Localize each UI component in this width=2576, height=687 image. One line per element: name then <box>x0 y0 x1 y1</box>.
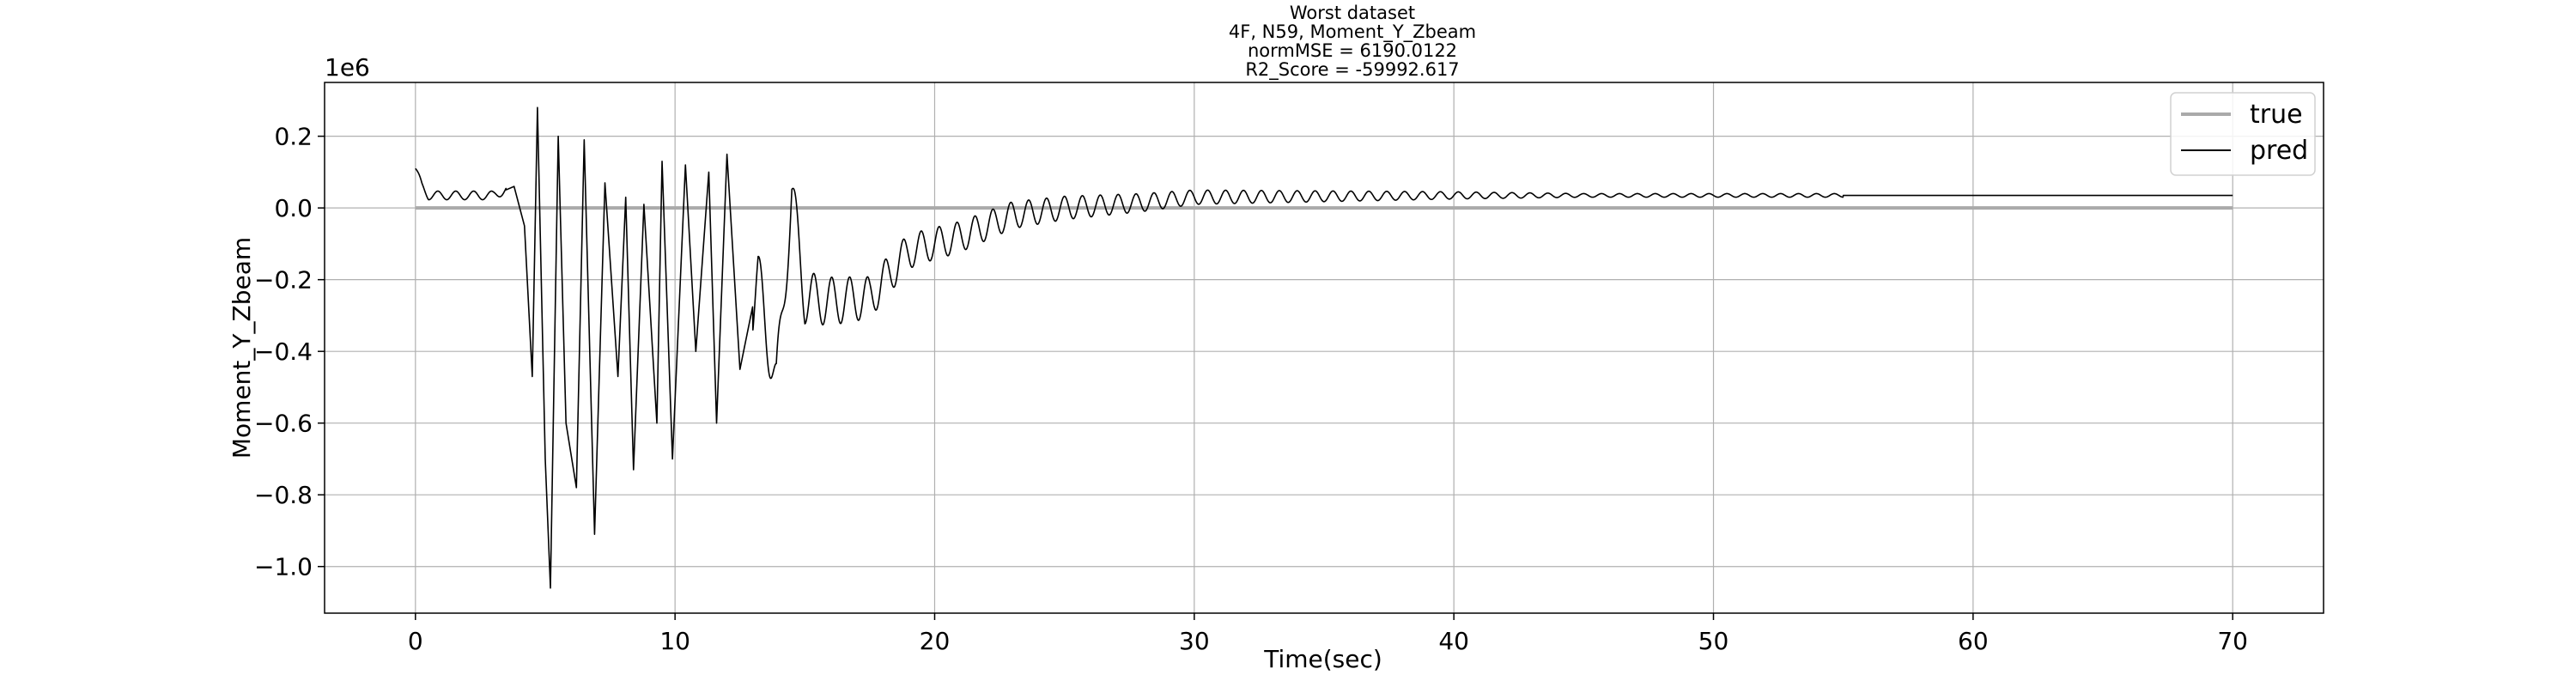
tick-layer: 0 10 20 30 40 50 60 70 0.2 0.0 −0.2 −0.4 −0.6 −0.8 −1.… <box>254 123 2248 655</box>
y-tick-label: −0.2 <box>254 266 313 295</box>
chart-title-line-4: R2_Score = -59992.617 <box>1245 59 1459 81</box>
y-tick-label: −1.0 <box>254 553 313 581</box>
x-tick-label: 0 <box>408 627 423 655</box>
legend: true pred <box>2170 92 2316 176</box>
chart-title-line-3: normMSE = 6190.0122 <box>1248 40 1457 61</box>
chart-title-line-2: 4F, N59, Moment_Y_Zbeam <box>1229 21 1476 43</box>
x-tick-label: 20 <box>920 627 951 655</box>
x-tick-label: 10 <box>659 627 690 655</box>
legend-label-pred: pred <box>2250 136 2308 166</box>
y-tick-label: −0.8 <box>254 481 313 509</box>
x-tick-label: 70 <box>2217 627 2248 655</box>
plot-area-frame <box>324 82 2324 614</box>
y-offset-label: 1e6 <box>325 53 370 82</box>
y-axis-label: Moment_Y_Zbeam <box>228 237 256 459</box>
x-tick-label: 60 <box>1958 627 1989 655</box>
x-tick-label: 40 <box>1438 627 1469 655</box>
grid-layer <box>325 82 2324 613</box>
y-tick-label: 0.2 <box>274 123 313 151</box>
series-pred-line <box>415 106 2233 589</box>
x-axis-label: Time(sec) <box>1263 645 1382 673</box>
y-tick-label: −0.6 <box>254 410 313 438</box>
series-layer <box>415 106 2233 589</box>
chart-title-line-1: Worst dataset <box>1290 3 1415 23</box>
legend-label-true: true <box>2250 100 2303 130</box>
x-tick-label: 30 <box>1179 627 1210 655</box>
x-tick-label: 50 <box>1698 627 1729 655</box>
y-tick-label: 0.0 <box>274 194 313 222</box>
y-tick-label: −0.4 <box>254 337 313 366</box>
